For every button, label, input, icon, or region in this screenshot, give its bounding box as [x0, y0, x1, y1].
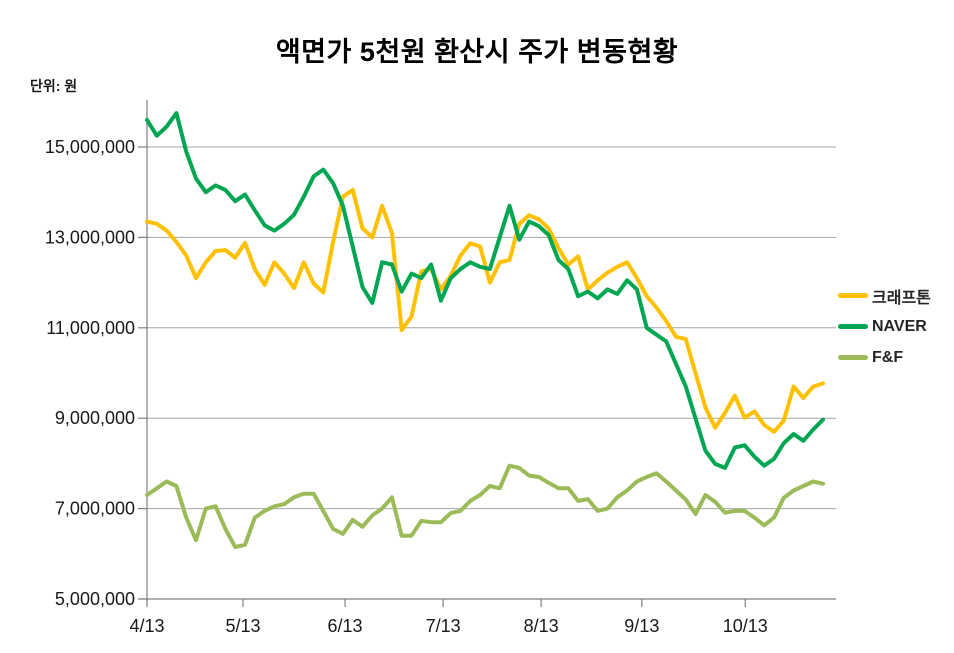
- legend: 크래프톤 NAVER F&F: [838, 280, 931, 373]
- legend-item-krafton: 크래프톤: [838, 280, 931, 311]
- chart-title: 액면가 5천원 환산시 주가 변동현황: [275, 37, 679, 67]
- series-line-ff: [145, 463, 825, 549]
- legend-label-naver: NAVER: [872, 317, 927, 335]
- y-axis-label: 13,000,000: [45, 227, 135, 247]
- axis-unit-label: 단위: 원: [30, 78, 78, 94]
- x-axis-label: 9/13: [624, 616, 659, 636]
- series-line-krafton: [145, 187, 825, 434]
- y-axis-label: 15,000,000: [45, 137, 135, 157]
- legend-label-krafton: 크래프톤: [872, 289, 931, 307]
- y-axis-label: 11,000,000: [46, 318, 135, 338]
- legend-swatch-ff: [838, 355, 868, 360]
- x-axis-label: 6/13: [328, 616, 363, 636]
- legend-item-ff: F&F: [838, 342, 931, 373]
- y-axis-label: 9,000,000: [55, 408, 135, 428]
- x-axis-label: 10/13: [723, 616, 768, 636]
- x-axis-label: 8/13: [524, 616, 559, 636]
- series-line-naver: [145, 111, 825, 470]
- legend-swatch-naver: [838, 324, 868, 329]
- legend-swatch-krafton: [838, 293, 868, 298]
- x-axis-label: 5/13: [225, 616, 260, 636]
- legend-label-ff: F&F: [872, 348, 904, 366]
- legend-item-naver: NAVER: [838, 311, 931, 342]
- x-axis-label: 7/13: [426, 616, 461, 636]
- x-axis-label: 4/13: [129, 616, 164, 636]
- y-axis-label: 5,000,000: [55, 589, 135, 609]
- y-axis-label: 7,000,000: [55, 499, 135, 519]
